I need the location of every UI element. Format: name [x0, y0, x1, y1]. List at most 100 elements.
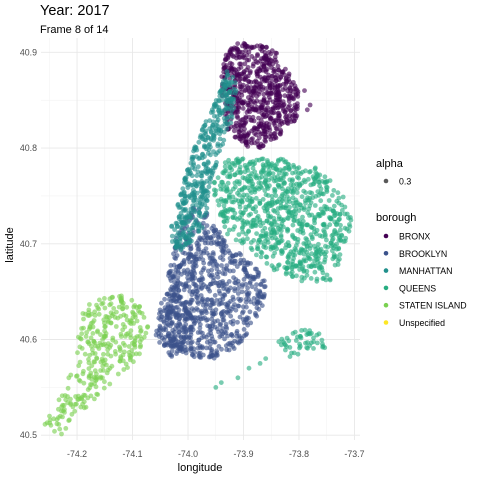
- data-point: [209, 310, 215, 316]
- data-point: [181, 200, 186, 206]
- data-point: [290, 222, 296, 228]
- legend-alpha: alpha 0.3: [376, 158, 411, 187]
- data-point: [292, 329, 298, 335]
- data-point: [240, 309, 246, 314]
- data-point: [235, 319, 240, 325]
- data-point: [165, 309, 171, 315]
- data-point: [245, 260, 250, 265]
- y-axis-title: latitude: [4, 227, 16, 262]
- legend-alpha-title: alpha: [376, 158, 404, 170]
- data-point: [101, 385, 107, 391]
- data-point: [177, 264, 182, 270]
- data-point: [214, 271, 220, 277]
- data-point: [98, 359, 104, 365]
- data-point: [54, 417, 60, 423]
- data-point: [287, 345, 293, 350]
- data-point: [239, 117, 244, 123]
- data-point: [246, 178, 252, 184]
- data-point: [161, 318, 166, 324]
- data-point: [249, 171, 255, 176]
- data-point: [174, 342, 180, 348]
- data-point: [153, 332, 159, 338]
- data-point: [91, 339, 97, 344]
- data-point: [286, 208, 292, 214]
- data-point: [236, 303, 242, 309]
- data-point: [295, 91, 301, 96]
- data-point: [215, 150, 220, 156]
- data-point: [263, 356, 269, 361]
- data-point: [216, 329, 221, 335]
- data-point: [245, 65, 251, 70]
- data-point: [317, 266, 322, 271]
- data-point: [243, 44, 249, 49]
- data-point: [287, 113, 292, 118]
- data-point: [242, 267, 248, 272]
- data-point: [194, 173, 200, 179]
- data-point: [132, 344, 138, 350]
- data-point: [263, 238, 268, 244]
- data-point: [213, 385, 219, 390]
- x-tick-label: -74.1: [123, 449, 143, 459]
- data-point: [255, 296, 260, 302]
- data-point: [294, 166, 300, 172]
- data-point: [117, 348, 123, 353]
- data-point: [260, 197, 266, 202]
- data-point: [105, 318, 111, 323]
- data-point: [216, 344, 222, 349]
- data-point: [278, 234, 284, 240]
- data-point: [234, 45, 239, 51]
- data-point: [290, 200, 296, 206]
- data-point: [199, 201, 205, 207]
- data-point: [130, 351, 136, 357]
- data-point: [237, 179, 242, 185]
- data-point: [235, 286, 241, 292]
- data-point: [269, 199, 275, 205]
- data-point: [195, 340, 201, 346]
- data-point: [185, 310, 190, 316]
- data-point: [261, 121, 267, 127]
- data-point: [235, 339, 240, 345]
- data-point: [201, 334, 207, 339]
- data-point: [224, 263, 230, 268]
- data-point: [286, 165, 292, 170]
- data-point: [197, 322, 203, 327]
- data-point: [208, 176, 214, 182]
- data-point: [245, 285, 251, 291]
- data-point: [204, 205, 210, 211]
- data-point: [282, 342, 288, 348]
- data-point: [304, 222, 310, 228]
- data-point: [274, 162, 279, 168]
- data-point: [204, 178, 210, 184]
- data-point: [269, 193, 275, 199]
- data-point: [300, 214, 305, 220]
- data-point: [294, 190, 300, 196]
- data-point: [248, 299, 254, 305]
- data-point: [262, 188, 268, 193]
- data-point: [232, 302, 237, 307]
- data-point: [88, 373, 93, 379]
- data-point: [199, 285, 205, 290]
- data-point: [339, 208, 345, 213]
- legend-key: [383, 320, 389, 325]
- data-point: [338, 227, 343, 233]
- data-point: [287, 86, 293, 91]
- x-tick-label: -73.8: [289, 449, 309, 459]
- data-point: [181, 287, 187, 293]
- data-point: [246, 114, 252, 120]
- data-point: [230, 321, 236, 327]
- data-point: [347, 222, 352, 227]
- data-point: [267, 226, 273, 232]
- data-point: [101, 368, 106, 373]
- data-point: [198, 133, 204, 138]
- data-point: [276, 77, 282, 82]
- data-point: [82, 351, 88, 357]
- data-point: [226, 90, 232, 95]
- data-point: [117, 344, 122, 350]
- data-point: [308, 200, 314, 206]
- data-point: [100, 375, 105, 381]
- data-point: [59, 393, 65, 399]
- data-point: [63, 426, 69, 431]
- data-point: [250, 63, 256, 69]
- data-point: [209, 267, 215, 273]
- data-point: [224, 188, 229, 194]
